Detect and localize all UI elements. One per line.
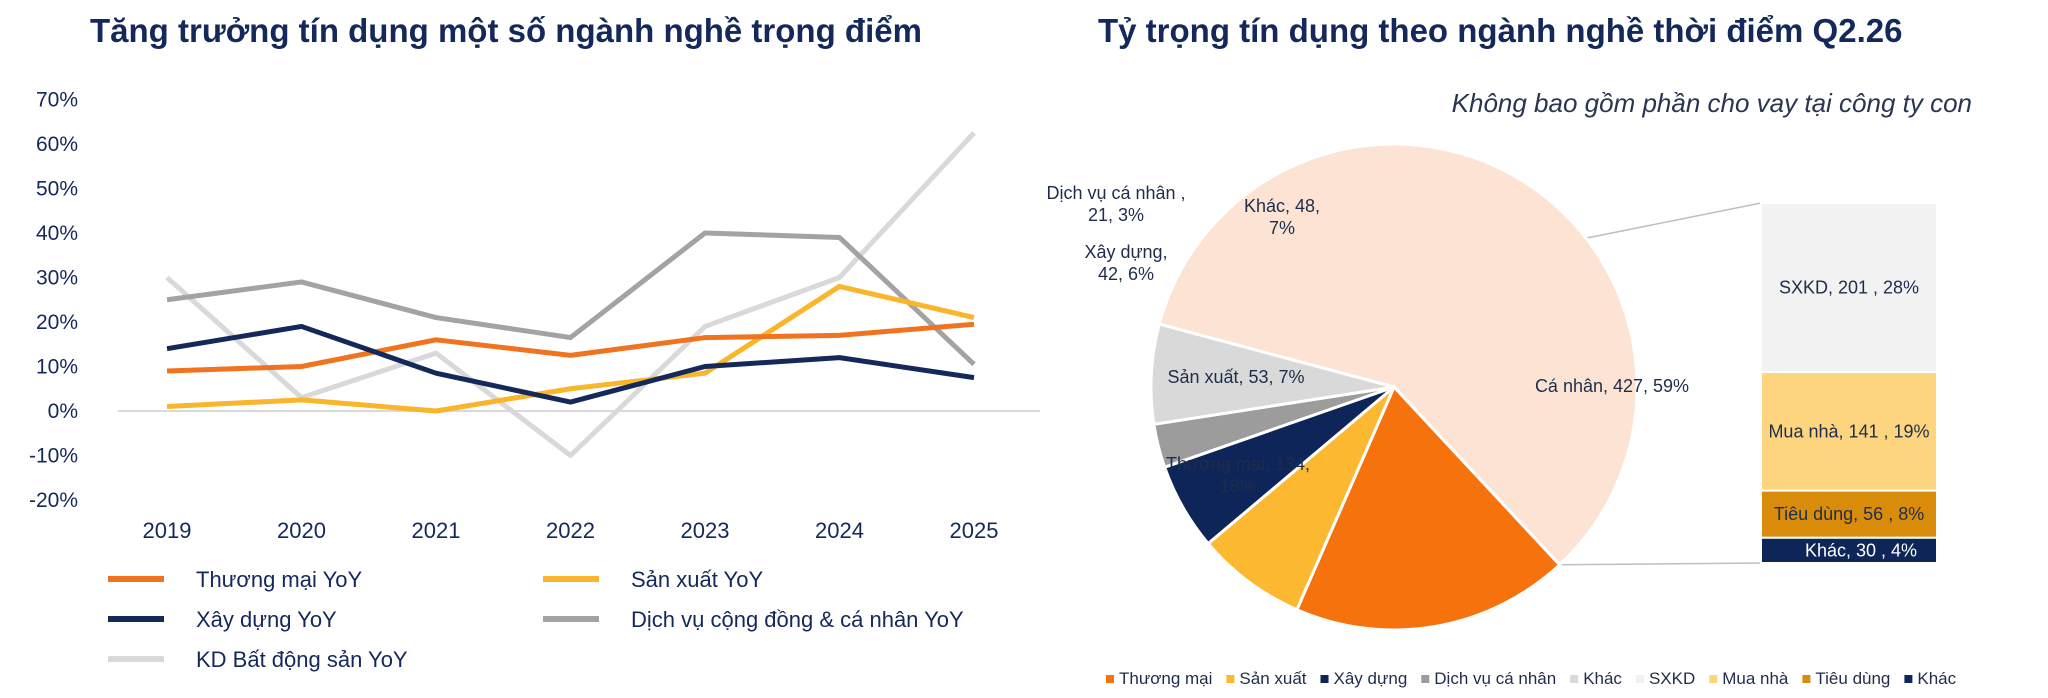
pie-slice-label: 21, 3% [1088,205,1144,225]
pie-slice-label: 7% [1269,218,1295,238]
legend-swatch [1904,675,1913,683]
x-tick-label: 2021 [412,518,461,543]
y-tick-label: 0% [48,400,78,423]
pie-slice-label: Xây dựng, [1084,242,1167,262]
legend-swatch [1709,675,1718,683]
legend-swatch [1226,675,1235,683]
legend-label: Xây dựng [1334,669,1408,688]
legend-label: SXKD [1649,669,1695,688]
legend-label: Thương mại [1119,669,1212,688]
pie-slice-label: 42, 6% [1098,264,1154,284]
breakdown-bar-sxkd [1760,202,1938,374]
pie-slice-label: Thương mại, 134, [1166,454,1310,474]
pie-slice-label: Khác, 48, [1244,196,1320,216]
breakdown-bar-mua-nha [1760,371,1938,492]
connector-line-bottom [1559,562,1762,566]
legend-label: Tiêu dùng [1815,669,1890,688]
legend-swatch [1320,675,1329,683]
connector-line-top [1159,202,1762,325]
legend-label: Sản xuất YoY [631,567,763,592]
y-tick-label: 10% [36,356,78,379]
legend-label: Mua nhà [1722,669,1789,688]
pie-slice-ca-nhan [1157,142,1639,567]
breakdown-label: Tiêu dùng, 56 , 8% [1774,504,1924,524]
breakdown-bar-tieu-dung [1760,489,1938,539]
breakdown-label: Mua nhà, 141 , 19% [1768,421,1929,441]
pie-slice-label: Dịch vụ cá nhân , [1046,183,1185,203]
legend-label: Khác [1583,669,1622,688]
x-tick-label: 2024 [815,518,864,543]
y-tick-label: 50% [36,178,78,201]
line-chart: -20% -10% 0% 10% 20% 30% 40% 50% 60% 70% 2019 2020 2… [29,89,1040,672]
legend-label: Dịch vụ cá nhân [1434,669,1556,688]
x-tick-label: 2023 [681,518,730,543]
x-tick-label: 2025 [950,518,999,543]
legend-label: Sản xuất [1239,669,1306,688]
pie-chart-subtitle: Không bao gồm phần cho vay tại công ty c… [1451,88,1972,118]
breakdown-bar-khac [1760,536,1938,565]
line-series-thuong-mai-yoy [166,321,975,374]
pie-slice-label: Cá nhân, 427, 59% [1535,376,1689,396]
legend-label: Dịch vụ cộng đồng & cá nhân YoY [631,607,964,632]
x-tick-label: 2022 [546,518,595,543]
pie-slice-thuong-mai [1294,384,1562,632]
legend-swatch [1421,675,1430,683]
pie-slice-label: 18% [1220,476,1256,496]
line-series-dich-vu-cong-dong-ca-nhan-yoy [166,230,976,367]
pie-slice-xay-dung [1162,385,1395,546]
legend-label: Xây dựng YoY [196,607,337,632]
x-tick-label: 2019 [143,518,192,543]
legend-swatch [1802,675,1811,683]
line-series-san-xuat-yoy [166,283,975,414]
pie-slice-khac [1149,322,1395,427]
breakdown-label: SXKD, 201 , 28% [1779,278,1919,298]
y-tick-label: 30% [36,267,78,290]
y-tick-label: 40% [36,222,78,245]
y-tick-label: 70% [36,89,78,112]
legend-label: Thương mại YoY [196,567,362,592]
y-tick-label: -10% [29,445,78,468]
line-series-xay-dung-yoy [166,323,975,405]
x-tick-label: 2020 [277,518,326,543]
y-tick-label: -20% [29,489,78,512]
pie-chart-title: Tỷ trọng tín dụng theo ngành nghề thời đ… [1098,12,1903,49]
line-series-kd-bat-dong-san-yoy [165,131,976,458]
breakdown-label: Khác, 30 , 4% [1805,540,1917,560]
legend-swatch [1635,675,1644,683]
legend-swatch [1106,675,1114,683]
legend-label: KD Bất động sản YoY [196,647,408,672]
pie-slice-dich-vu-ca-nhan [1152,385,1395,470]
legend-swatch [1570,675,1579,683]
line-chart-title: Tăng trưởng tín dụng một số ngành nghề t… [90,12,922,49]
pie-slice-label: Sản xuất, 53, 7% [1167,367,1304,387]
legend-label: Khác [1917,669,1956,688]
y-tick-label: 20% [36,311,78,334]
y-tick-label: 60% [36,133,78,156]
pie-slice-san-xuat [1206,385,1396,612]
